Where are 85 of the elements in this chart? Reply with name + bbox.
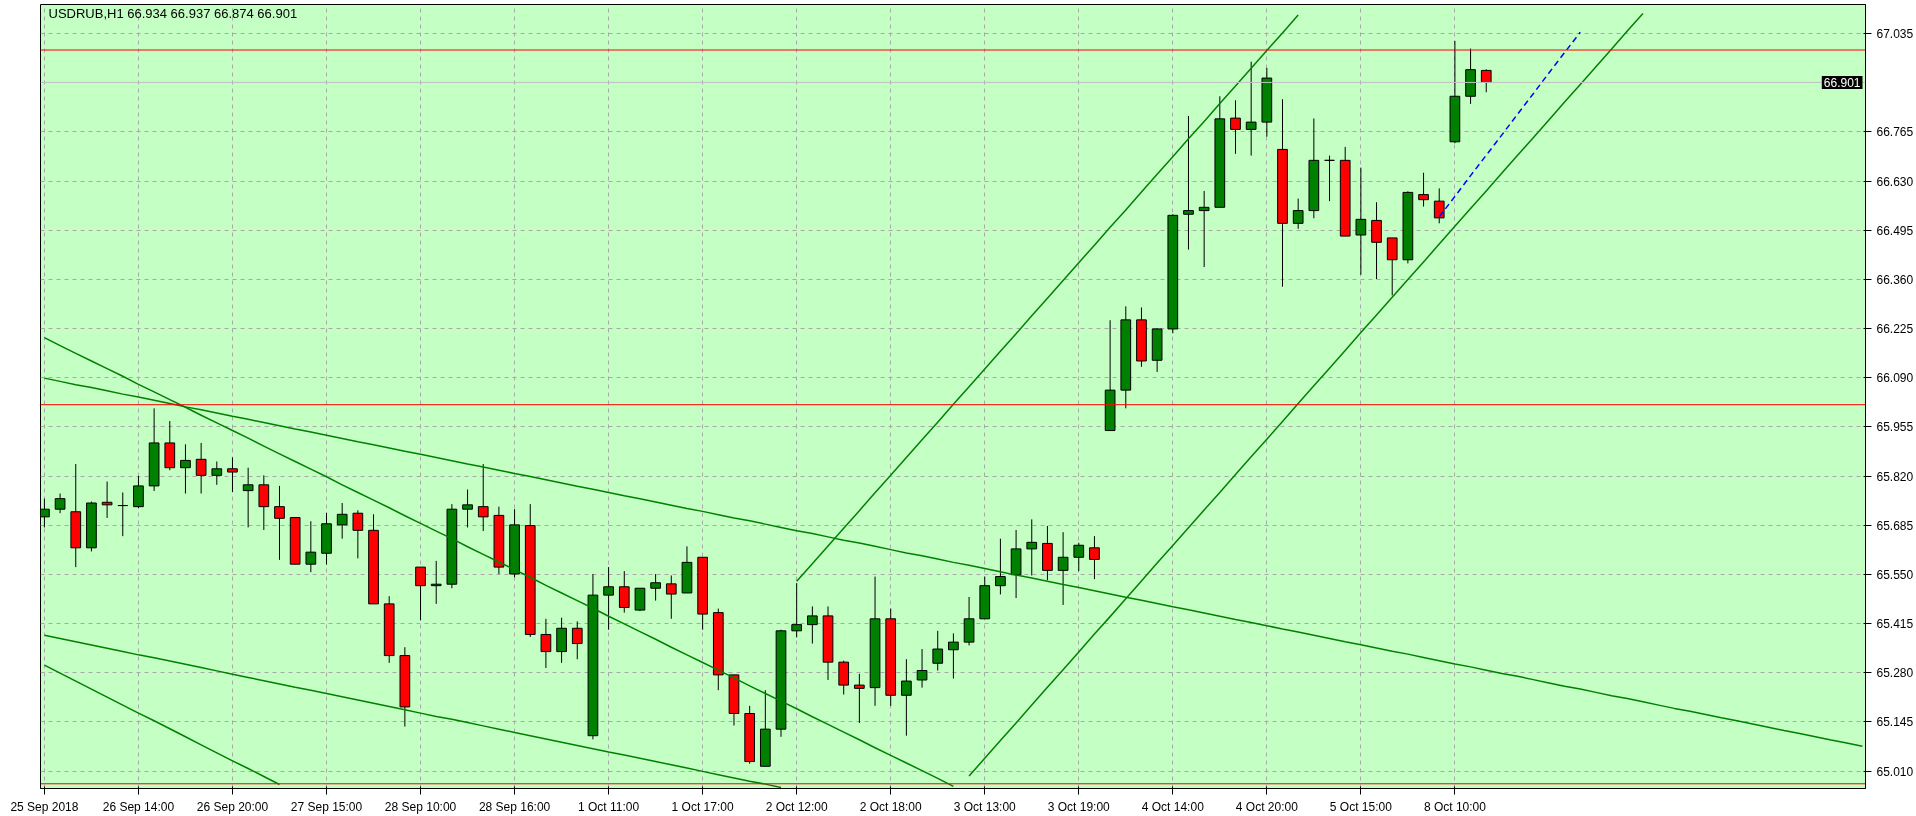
candlestick [1292,198,1304,230]
candlestick [195,442,207,495]
candlestick [211,461,223,486]
y-tick-label: 65.280 [1876,666,1914,681]
x-tick-label: 3 Oct 13:00 [953,799,1017,814]
candlestick [117,491,129,537]
y-tick-label: 65.415 [1876,617,1914,632]
x-tick-label: 25 Sep 2018 [10,799,79,814]
x-tick-label: 26 Sep 20:00 [196,799,269,814]
x-tick-label: 26 Sep 14:00 [102,799,175,814]
candlestick [1245,61,1257,157]
candlestick [1073,542,1085,572]
candlestick [650,573,661,602]
candlestick [133,475,144,509]
candlestick [1355,167,1367,276]
x-tick-label: 27 Sep 15:00 [290,799,363,814]
candlestick [40,498,50,528]
candlestick [540,618,552,669]
x-tick-label: 5 Oct 15:00 [1329,799,1393,814]
y-tick-label: 65.010 [1876,764,1914,779]
candlestick [1230,99,1241,155]
candlestick [1418,172,1429,208]
line-series [43,664,281,786]
candlestick [603,566,614,631]
candlestick [1026,518,1038,576]
candlestick [854,673,865,724]
candlestick [901,658,912,737]
y-tick-label: 66.090 [1876,371,1914,386]
candlestick [1089,535,1100,580]
candlestick [54,493,66,514]
y-tick-label: 65.550 [1876,567,1914,582]
candlestick [274,485,285,561]
candlestick [1324,155,1335,202]
candlestick [665,574,677,620]
x-tick-label: 3 Oct 19:00 [1047,799,1111,814]
candlestick [258,474,270,531]
x-tick-label: 1 Oct 17:00 [671,799,734,814]
candlestick [352,509,364,559]
x-tick-label: 1 Oct 11:00 [578,799,640,814]
x-tick-label: 4 Oct 20:00 [1235,799,1299,814]
candlestick [948,632,959,680]
candlestick [791,582,803,638]
candlestick [1480,68,1492,93]
y-tick-label: 67.035 [1876,27,1914,42]
candlestick [1386,237,1398,296]
y-tick-label: 65.955 [1876,420,1914,435]
x-tick-label: 2 Oct 18:00 [859,799,923,814]
candlestick [838,660,850,696]
candlestick [806,605,818,645]
chart-title: USDRUB,H1 66.934 66.937 66.874 66.901 [48,5,298,21]
candlestick [1433,187,1445,224]
x-tick-label: 8 Oct 10:00 [1423,799,1487,814]
candlestick [995,538,1006,595]
y-tick-label: 66.765 [1876,125,1914,140]
candlestick [1371,201,1382,280]
candlestick [227,456,238,493]
y-tick-label: 66.225 [1876,322,1914,337]
x-tick-label: 2 Oct 12:00 [765,799,829,814]
candlestick [571,620,583,660]
ref-line-label: 66.901 [1823,75,1861,90]
candlestick [305,520,317,573]
y-tick-label: 65.820 [1876,469,1914,484]
x-tick-label: 28 Sep 16:00 [478,799,551,814]
candlestick [477,463,489,532]
x-tick-label: 4 Oct 14:00 [1141,799,1205,814]
candlestick [180,443,191,495]
candlestick [415,566,426,621]
y-tick-label: 66.360 [1876,272,1914,287]
candlestick [556,617,567,664]
candlestick [1057,531,1069,606]
candlestick [963,596,975,646]
candlestick [1198,190,1210,268]
candlestick [462,489,473,528]
candlestick [916,648,928,689]
y-tick-label: 66.495 [1876,223,1914,238]
line-series [43,634,782,789]
x-tick-label: 28 Sep 10:00 [384,799,457,814]
candlestick [618,570,630,614]
candlestick [1183,115,1194,251]
candlestick [336,502,348,540]
candlestick [242,467,254,528]
y-tick-label: 65.145 [1876,715,1914,730]
y-tick-label: 66.630 [1876,174,1914,189]
y-tick-label: 65.685 [1876,518,1914,533]
candlestick [932,630,944,672]
